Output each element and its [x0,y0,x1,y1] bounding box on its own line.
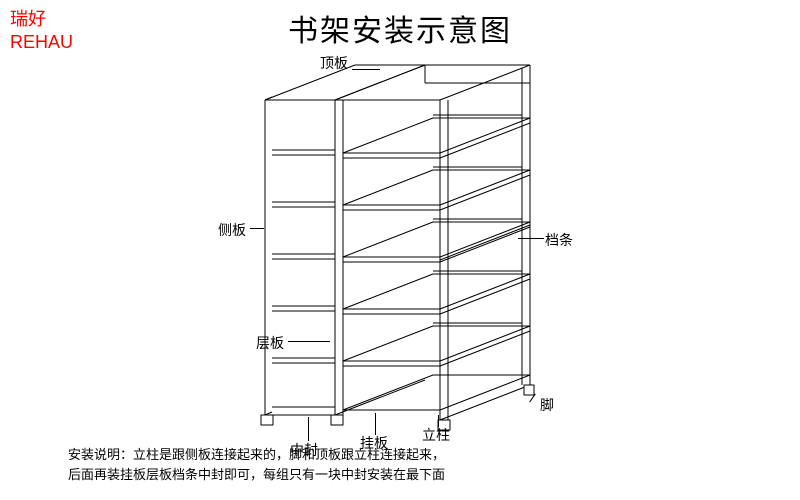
leader-seal [308,417,309,441]
leader-hang [375,413,376,435]
caption-prefix: 安装说明： [68,447,133,462]
label-shelf: 层板 [256,333,284,353]
caption-line1: 立柱是跟侧板连接起来的，脚和顶板跟立柱连接起来， [133,447,445,462]
label-foot: 脚 [540,395,554,415]
leader-pillar [438,415,439,427]
leader-top [352,69,380,70]
label-pillar: 立柱 [422,425,450,445]
caption-line2: 后面再装挂板层板档条中封即可，每组只有一块中封安装在最下面 [68,467,445,482]
page-title: 书架安装示意图 [0,6,800,50]
label-top-panel: 顶板 [320,53,348,73]
leader-side [250,228,264,229]
label-stop-bar: 档条 [545,230,573,250]
leader-stop [518,238,544,239]
bookshelf-diagram: 顶板 侧板 层板 中封 挂板 立柱 脚 档条 [200,55,600,450]
label-side-panel: 侧板 [218,220,246,240]
leader-shelf [288,341,330,342]
isometric-shelf-svg [200,55,600,450]
install-caption: 安装说明：立柱是跟侧板连接起来的，脚和顶板跟立柱连接起来， 后面再装挂板层板档条… [68,445,445,484]
